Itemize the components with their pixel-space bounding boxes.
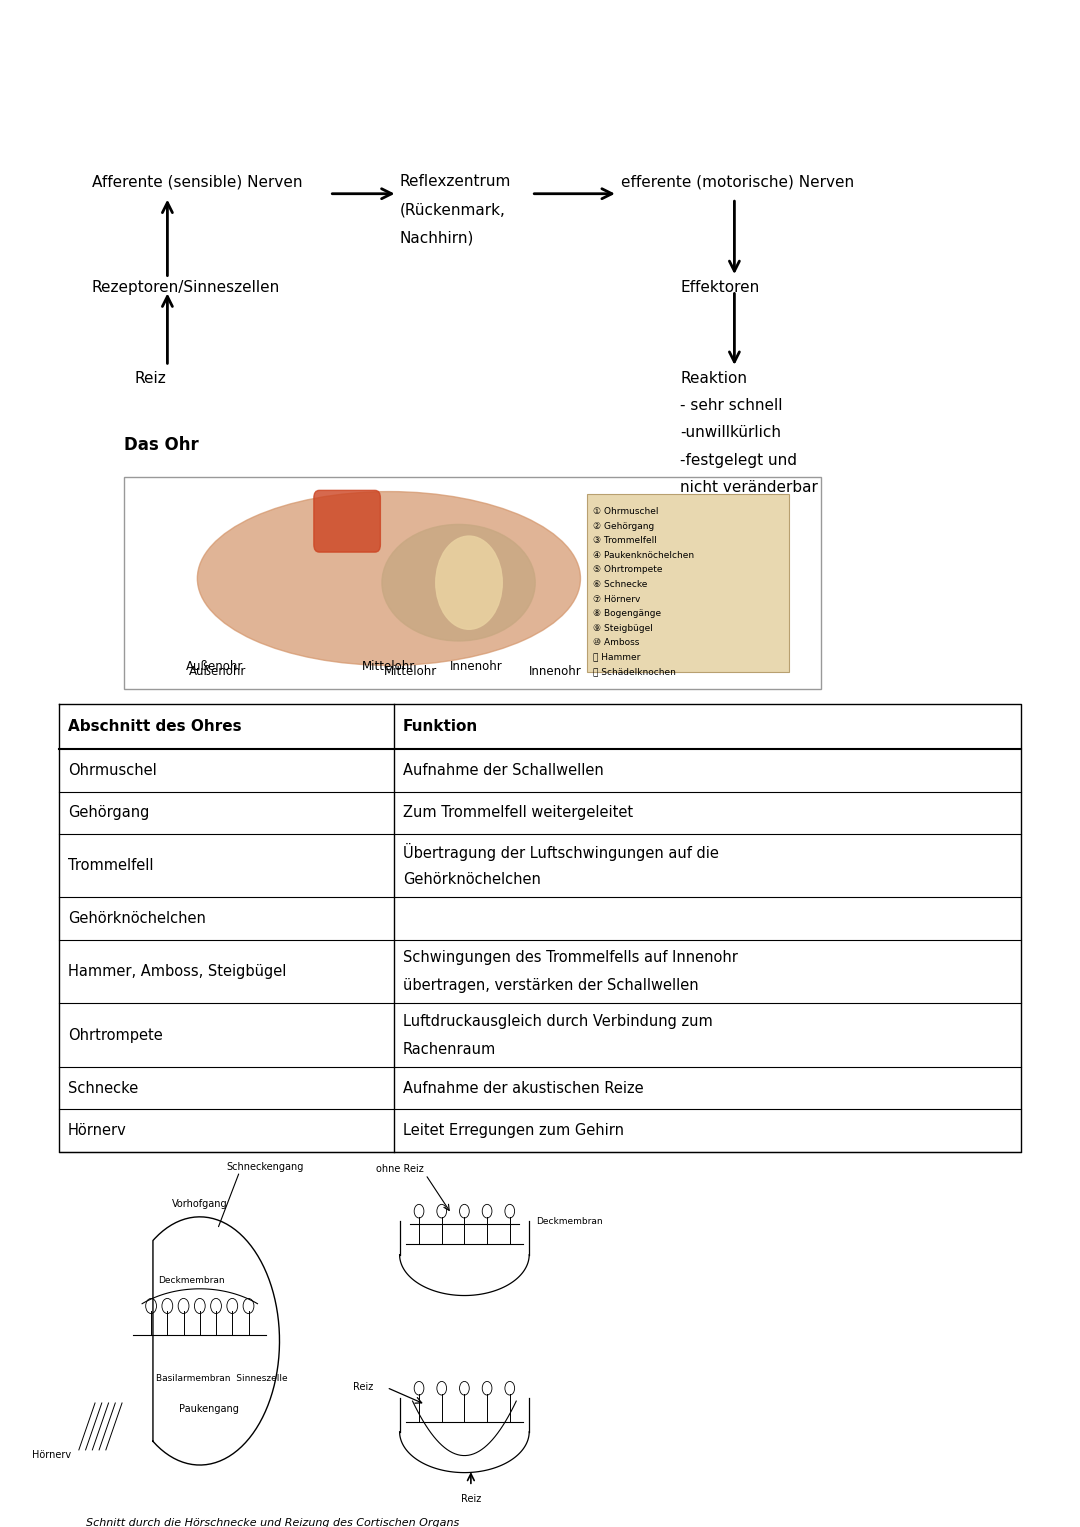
Circle shape bbox=[146, 1298, 157, 1313]
Text: Mittelohr: Mittelohr bbox=[383, 666, 436, 678]
Circle shape bbox=[227, 1298, 238, 1313]
Text: ohne Reiz: ohne Reiz bbox=[376, 1164, 423, 1174]
Text: Afferente (sensible) Nerven: Afferente (sensible) Nerven bbox=[92, 174, 302, 189]
Text: ⑧ Bogengänge: ⑧ Bogengänge bbox=[593, 609, 661, 618]
Text: Effektoren: Effektoren bbox=[680, 279, 759, 295]
Circle shape bbox=[178, 1298, 189, 1313]
Text: Trommelfell: Trommelfell bbox=[68, 858, 153, 873]
Text: Reflexzentrum: Reflexzentrum bbox=[400, 174, 511, 189]
Circle shape bbox=[482, 1382, 492, 1396]
Text: ① Ohrmuschel: ① Ohrmuschel bbox=[593, 507, 659, 516]
Text: Innenohr: Innenohr bbox=[449, 661, 502, 673]
Circle shape bbox=[415, 1205, 424, 1219]
Text: ⒪ Hammer: ⒪ Hammer bbox=[593, 652, 640, 661]
Text: Paukengang: Paukengang bbox=[178, 1405, 239, 1414]
Circle shape bbox=[243, 1298, 254, 1313]
Text: ⒫ Schädelknochen: ⒫ Schädelknochen bbox=[593, 667, 676, 676]
Text: Reiz: Reiz bbox=[135, 371, 166, 386]
Text: Ohrmuschel: Ohrmuschel bbox=[68, 764, 157, 777]
Text: Rachenraum: Rachenraum bbox=[403, 1041, 496, 1057]
Text: Aufnahme der Schallwellen: Aufnahme der Schallwellen bbox=[403, 764, 604, 777]
Circle shape bbox=[460, 1205, 469, 1219]
Circle shape bbox=[194, 1298, 205, 1313]
Text: Aufnahme der akustischen Reize: Aufnahme der akustischen Reize bbox=[403, 1081, 644, 1096]
Text: efferente (motorische) Nerven: efferente (motorische) Nerven bbox=[621, 174, 854, 189]
Text: Schnitt durch die Hörschnecke und Reizung des Cortischen Organs: Schnitt durch die Hörschnecke und Reizun… bbox=[86, 1518, 460, 1527]
Text: ③ Trommelfell: ③ Trommelfell bbox=[593, 536, 657, 545]
Text: Reiz: Reiz bbox=[461, 1493, 481, 1504]
Text: ⑨ Steigbügel: ⑨ Steigbügel bbox=[593, 623, 652, 632]
Circle shape bbox=[436, 1382, 447, 1396]
Text: Übertragung der Luftschwingungen auf die: Übertragung der Luftschwingungen auf die bbox=[403, 843, 718, 861]
Text: Nachhirn): Nachhirn) bbox=[400, 231, 474, 246]
Text: Hammer, Amboss, Steigbügel: Hammer, Amboss, Steigbügel bbox=[68, 964, 286, 979]
Text: Schwingungen des Trommelfells auf Innenohr: Schwingungen des Trommelfells auf Inneno… bbox=[403, 950, 738, 965]
Text: ② Gehörgang: ② Gehörgang bbox=[593, 522, 654, 531]
Text: übertragen, verstärken der Schallwellen: übertragen, verstärken der Schallwellen bbox=[403, 979, 699, 993]
Text: Mittelohr: Mittelohr bbox=[362, 661, 416, 673]
Text: ④ Paukenknöchelchen: ④ Paukenknöchelchen bbox=[593, 551, 694, 560]
Text: Funktion: Funktion bbox=[403, 719, 478, 734]
Text: -unwillkürlich: -unwillkürlich bbox=[680, 426, 782, 440]
Text: Leitet Erregungen zum Gehirn: Leitet Erregungen zum Gehirn bbox=[403, 1122, 624, 1138]
Text: Gehörknöchelchen: Gehörknöchelchen bbox=[68, 912, 206, 927]
Text: ⑦ Hörnerv: ⑦ Hörnerv bbox=[593, 594, 640, 603]
Text: Zum Trommelfell weitergeleitet: Zum Trommelfell weitergeleitet bbox=[403, 805, 633, 820]
Text: Gehörgang: Gehörgang bbox=[68, 805, 149, 820]
Text: Abschnitt des Ohres: Abschnitt des Ohres bbox=[68, 719, 242, 734]
Bar bbox=[124, 476, 821, 689]
FancyBboxPatch shape bbox=[314, 490, 380, 553]
Circle shape bbox=[504, 1382, 515, 1396]
Text: Hörnerv: Hörnerv bbox=[68, 1122, 126, 1138]
Bar bbox=[588, 493, 789, 672]
Text: ⑩ Amboss: ⑩ Amboss bbox=[593, 638, 639, 647]
Circle shape bbox=[435, 536, 502, 629]
Circle shape bbox=[162, 1298, 173, 1313]
Circle shape bbox=[415, 1382, 424, 1396]
Text: - sehr schnell: - sehr schnell bbox=[680, 399, 783, 414]
Text: Basilarmembran  Sinneszelle: Basilarmembran Sinneszelle bbox=[156, 1374, 287, 1382]
Text: Vorhofgang: Vorhofgang bbox=[172, 1199, 228, 1209]
Text: Luftdruckausgleich durch Verbindung zum: Luftdruckausgleich durch Verbindung zum bbox=[403, 1014, 713, 1029]
Text: Gehörknöchelchen: Gehörknöchelchen bbox=[403, 872, 541, 887]
Text: Deckmembran: Deckmembran bbox=[536, 1217, 603, 1226]
Ellipse shape bbox=[198, 492, 580, 666]
Circle shape bbox=[436, 1205, 447, 1219]
Text: nicht veränderbar: nicht veränderbar bbox=[680, 479, 819, 495]
Text: Außenohr: Außenohr bbox=[186, 661, 243, 673]
Text: Außenohr: Außenohr bbox=[189, 666, 246, 678]
Text: Innenohr: Innenohr bbox=[529, 666, 582, 678]
Circle shape bbox=[460, 1382, 469, 1396]
Text: (Rückenmark,: (Rückenmark, bbox=[400, 203, 505, 218]
Text: Rezeptoren/Sinneszellen: Rezeptoren/Sinneszellen bbox=[92, 279, 280, 295]
Text: Ohrtrompete: Ohrtrompete bbox=[68, 1028, 163, 1043]
Text: Reiz: Reiz bbox=[353, 1382, 374, 1393]
Text: Reaktion: Reaktion bbox=[680, 371, 747, 386]
Ellipse shape bbox=[382, 524, 536, 641]
Text: Schneckengang: Schneckengang bbox=[227, 1162, 303, 1173]
Text: Schnecke: Schnecke bbox=[68, 1081, 138, 1096]
Text: ⑥ Schnecke: ⑥ Schnecke bbox=[593, 580, 647, 589]
Circle shape bbox=[504, 1205, 515, 1219]
Circle shape bbox=[482, 1205, 492, 1219]
Text: -festgelegt und: -festgelegt und bbox=[680, 452, 797, 467]
Text: Das Ohr: Das Ohr bbox=[124, 437, 199, 454]
Text: Deckmembran: Deckmembran bbox=[158, 1277, 225, 1286]
Circle shape bbox=[211, 1298, 221, 1313]
Text: ⑤ Ohrtrompete: ⑤ Ohrtrompete bbox=[593, 565, 662, 574]
Text: Hörnerv: Hörnerv bbox=[32, 1451, 71, 1460]
